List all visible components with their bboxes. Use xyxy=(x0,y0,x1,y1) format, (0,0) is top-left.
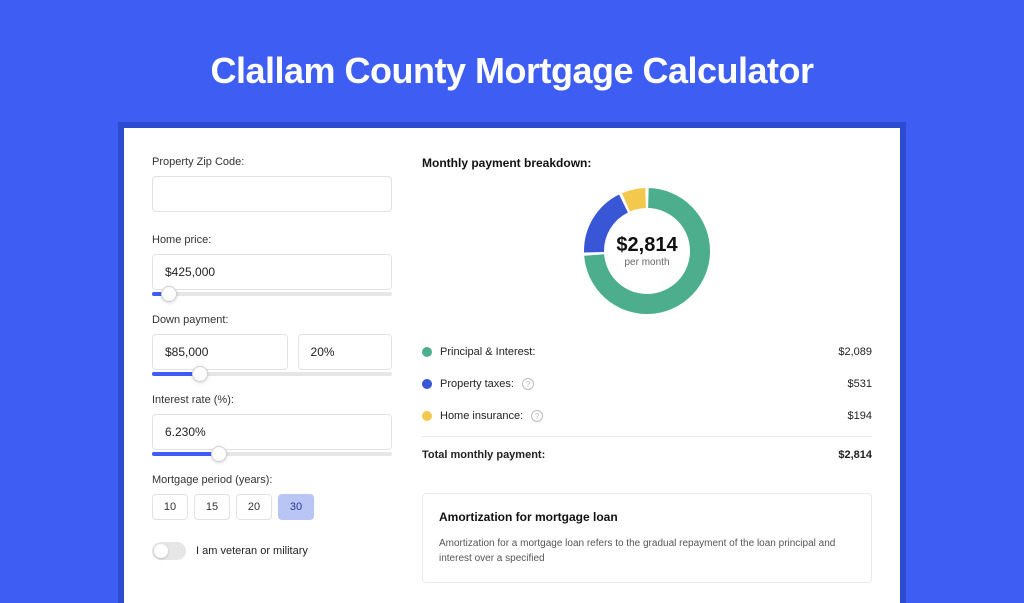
donut-center: $2,814 per month xyxy=(616,234,677,268)
breakdown-title: Monthly payment breakdown: xyxy=(422,156,872,170)
donut-sub: per month xyxy=(616,257,677,268)
amortization-text: Amortization for a mortgage loan refers … xyxy=(439,536,855,566)
down-payment-amount-input[interactable] xyxy=(152,334,288,370)
home-price-input[interactable] xyxy=(152,254,392,290)
breakdown-row: Home insurance:? $194 xyxy=(422,400,872,432)
interest-input[interactable] xyxy=(152,414,392,450)
donut-amount: $2,814 xyxy=(616,234,677,257)
down-payment-slider[interactable] xyxy=(152,372,392,376)
legend-dot xyxy=(422,379,432,389)
zip-label: Property Zip Code: xyxy=(152,156,392,168)
period-btn-30[interactable]: 30 xyxy=(278,494,314,520)
donut-chart: $2,814 per month xyxy=(422,188,872,314)
breakdown-row: Property taxes:? $531 xyxy=(422,368,872,400)
page-title: Clallam County Mortgage Calculator xyxy=(0,50,1024,92)
breakdown-label: Home insurance: xyxy=(440,410,523,422)
zip-input[interactable] xyxy=(152,176,392,212)
breakdown-row: Principal & Interest: $2,089 xyxy=(422,336,872,368)
breakdown-amount: $531 xyxy=(848,378,872,390)
total-row: Total monthly payment: $2,814 xyxy=(422,436,872,471)
period-label: Mortgage period (years): xyxy=(152,474,392,486)
breakdown-column: Monthly payment breakdown: $2,814 per mo… xyxy=(414,128,900,603)
home-price-slider[interactable] xyxy=(152,292,392,296)
period-btn-15[interactable]: 15 xyxy=(194,494,230,520)
total-amount: $2,814 xyxy=(838,449,872,461)
calculator-card: Property Zip Code: Home price: Down paym… xyxy=(124,128,900,603)
veteran-toggle[interactable] xyxy=(152,542,186,560)
interest-slider[interactable] xyxy=(152,452,392,456)
down-payment-percent-input[interactable] xyxy=(298,334,392,370)
home-price-label: Home price: xyxy=(152,234,392,246)
breakdown-label: Principal & Interest: xyxy=(440,346,535,358)
breakdown-label: Property taxes: xyxy=(440,378,514,390)
total-label: Total monthly payment: xyxy=(422,449,545,461)
form-column: Property Zip Code: Home price: Down paym… xyxy=(124,128,414,603)
period-btn-20[interactable]: 20 xyxy=(236,494,272,520)
veteran-label: I am veteran or military xyxy=(196,545,308,557)
veteran-row: I am veteran or military xyxy=(152,542,392,560)
legend-dot xyxy=(422,347,432,357)
amortization-title: Amortization for mortgage loan xyxy=(439,510,855,524)
breakdown-amount: $2,089 xyxy=(838,346,872,358)
period-group: Mortgage period (years): 10152030 xyxy=(152,474,392,520)
interest-label: Interest rate (%): xyxy=(152,394,392,406)
period-btn-10[interactable]: 10 xyxy=(152,494,188,520)
down-payment-label: Down payment: xyxy=(152,314,392,326)
donut-segment xyxy=(626,198,646,202)
zip-field-group: Property Zip Code: xyxy=(152,156,392,216)
breakdown-amount: $194 xyxy=(848,410,872,422)
info-icon[interactable]: ? xyxy=(522,378,534,390)
card-wrapper: Property Zip Code: Home price: Down paym… xyxy=(118,122,906,603)
legend-dot xyxy=(422,411,432,421)
interest-group: Interest rate (%): xyxy=(152,394,392,456)
amortization-box: Amortization for mortgage loan Amortizat… xyxy=(422,493,872,583)
home-price-group: Home price: xyxy=(152,234,392,296)
info-icon[interactable]: ? xyxy=(531,410,543,422)
down-payment-group: Down payment: xyxy=(152,314,392,376)
